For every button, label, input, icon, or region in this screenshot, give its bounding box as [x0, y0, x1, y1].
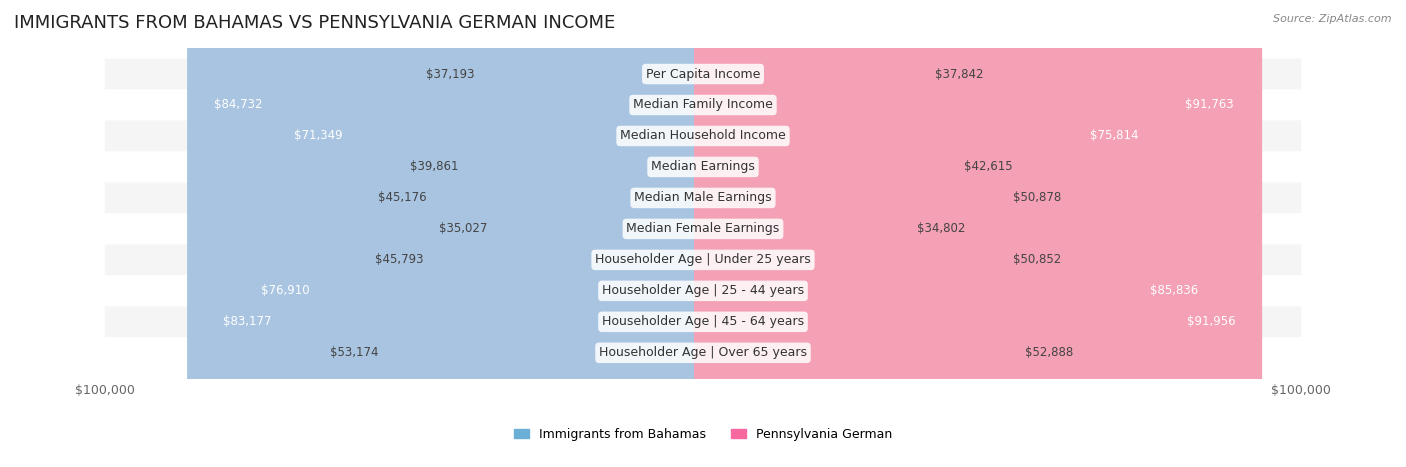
Text: $45,793: $45,793 — [374, 254, 423, 266]
FancyBboxPatch shape — [456, 0, 711, 467]
FancyBboxPatch shape — [104, 244, 1302, 276]
Text: $91,763: $91,763 — [1185, 99, 1234, 112]
FancyBboxPatch shape — [695, 0, 938, 467]
Text: $37,842: $37,842 — [935, 68, 984, 80]
FancyBboxPatch shape — [695, 0, 1261, 467]
Text: Median Family Income: Median Family Income — [633, 99, 773, 112]
Text: Median Male Earnings: Median Male Earnings — [634, 191, 772, 205]
FancyBboxPatch shape — [695, 0, 967, 467]
FancyBboxPatch shape — [104, 306, 1302, 337]
Text: $84,732: $84,732 — [214, 99, 263, 112]
Text: $76,910: $76,910 — [262, 284, 309, 297]
FancyBboxPatch shape — [104, 58, 1302, 90]
FancyBboxPatch shape — [695, 0, 1017, 467]
FancyBboxPatch shape — [423, 0, 711, 467]
FancyBboxPatch shape — [375, 0, 711, 467]
Text: Source: ZipAtlas.com: Source: ZipAtlas.com — [1274, 14, 1392, 24]
Text: $91,956: $91,956 — [1187, 315, 1236, 328]
FancyBboxPatch shape — [104, 213, 1302, 244]
FancyBboxPatch shape — [420, 0, 711, 467]
Text: $85,836: $85,836 — [1150, 284, 1198, 297]
Text: $34,802: $34,802 — [917, 222, 966, 235]
FancyBboxPatch shape — [104, 90, 1302, 120]
Text: $53,174: $53,174 — [330, 347, 378, 359]
FancyBboxPatch shape — [104, 337, 1302, 368]
FancyBboxPatch shape — [471, 0, 711, 467]
Text: Median Earnings: Median Earnings — [651, 161, 755, 173]
FancyBboxPatch shape — [104, 151, 1302, 183]
Text: Householder Age | Over 65 years: Householder Age | Over 65 years — [599, 347, 807, 359]
FancyBboxPatch shape — [267, 0, 711, 467]
Text: $83,177: $83,177 — [224, 315, 271, 328]
Text: $45,176: $45,176 — [378, 191, 427, 205]
FancyBboxPatch shape — [104, 120, 1302, 151]
Text: IMMIGRANTS FROM BAHAMAS VS PENNSYLVANIA GERMAN INCOME: IMMIGRANTS FROM BAHAMAS VS PENNSYLVANIA … — [14, 14, 616, 32]
Text: $71,349: $71,349 — [294, 129, 343, 142]
FancyBboxPatch shape — [695, 0, 1226, 467]
Text: $50,852: $50,852 — [1014, 254, 1062, 266]
Text: $39,861: $39,861 — [411, 161, 458, 173]
Text: $35,027: $35,027 — [439, 222, 488, 235]
FancyBboxPatch shape — [485, 0, 711, 467]
Text: Median Household Income: Median Household Income — [620, 129, 786, 142]
FancyBboxPatch shape — [695, 0, 1263, 467]
Text: Householder Age | 45 - 64 years: Householder Age | 45 - 64 years — [602, 315, 804, 328]
FancyBboxPatch shape — [695, 0, 1166, 467]
FancyBboxPatch shape — [695, 0, 1017, 467]
Text: Householder Age | 25 - 44 years: Householder Age | 25 - 44 years — [602, 284, 804, 297]
FancyBboxPatch shape — [104, 183, 1302, 213]
FancyBboxPatch shape — [695, 0, 920, 467]
FancyBboxPatch shape — [187, 0, 711, 467]
Text: Householder Age | Under 25 years: Householder Age | Under 25 years — [595, 254, 811, 266]
FancyBboxPatch shape — [695, 0, 1028, 467]
FancyBboxPatch shape — [233, 0, 711, 467]
Text: Median Female Earnings: Median Female Earnings — [627, 222, 779, 235]
FancyBboxPatch shape — [197, 0, 711, 467]
Text: Per Capita Income: Per Capita Income — [645, 68, 761, 80]
Text: $42,615: $42,615 — [965, 161, 1012, 173]
Text: $52,888: $52,888 — [1025, 347, 1074, 359]
Text: $75,814: $75,814 — [1090, 129, 1139, 142]
FancyBboxPatch shape — [104, 276, 1302, 306]
Text: $37,193: $37,193 — [426, 68, 474, 80]
Text: $50,878: $50,878 — [1014, 191, 1062, 205]
Legend: Immigrants from Bahamas, Pennsylvania German: Immigrants from Bahamas, Pennsylvania Ge… — [509, 423, 897, 446]
